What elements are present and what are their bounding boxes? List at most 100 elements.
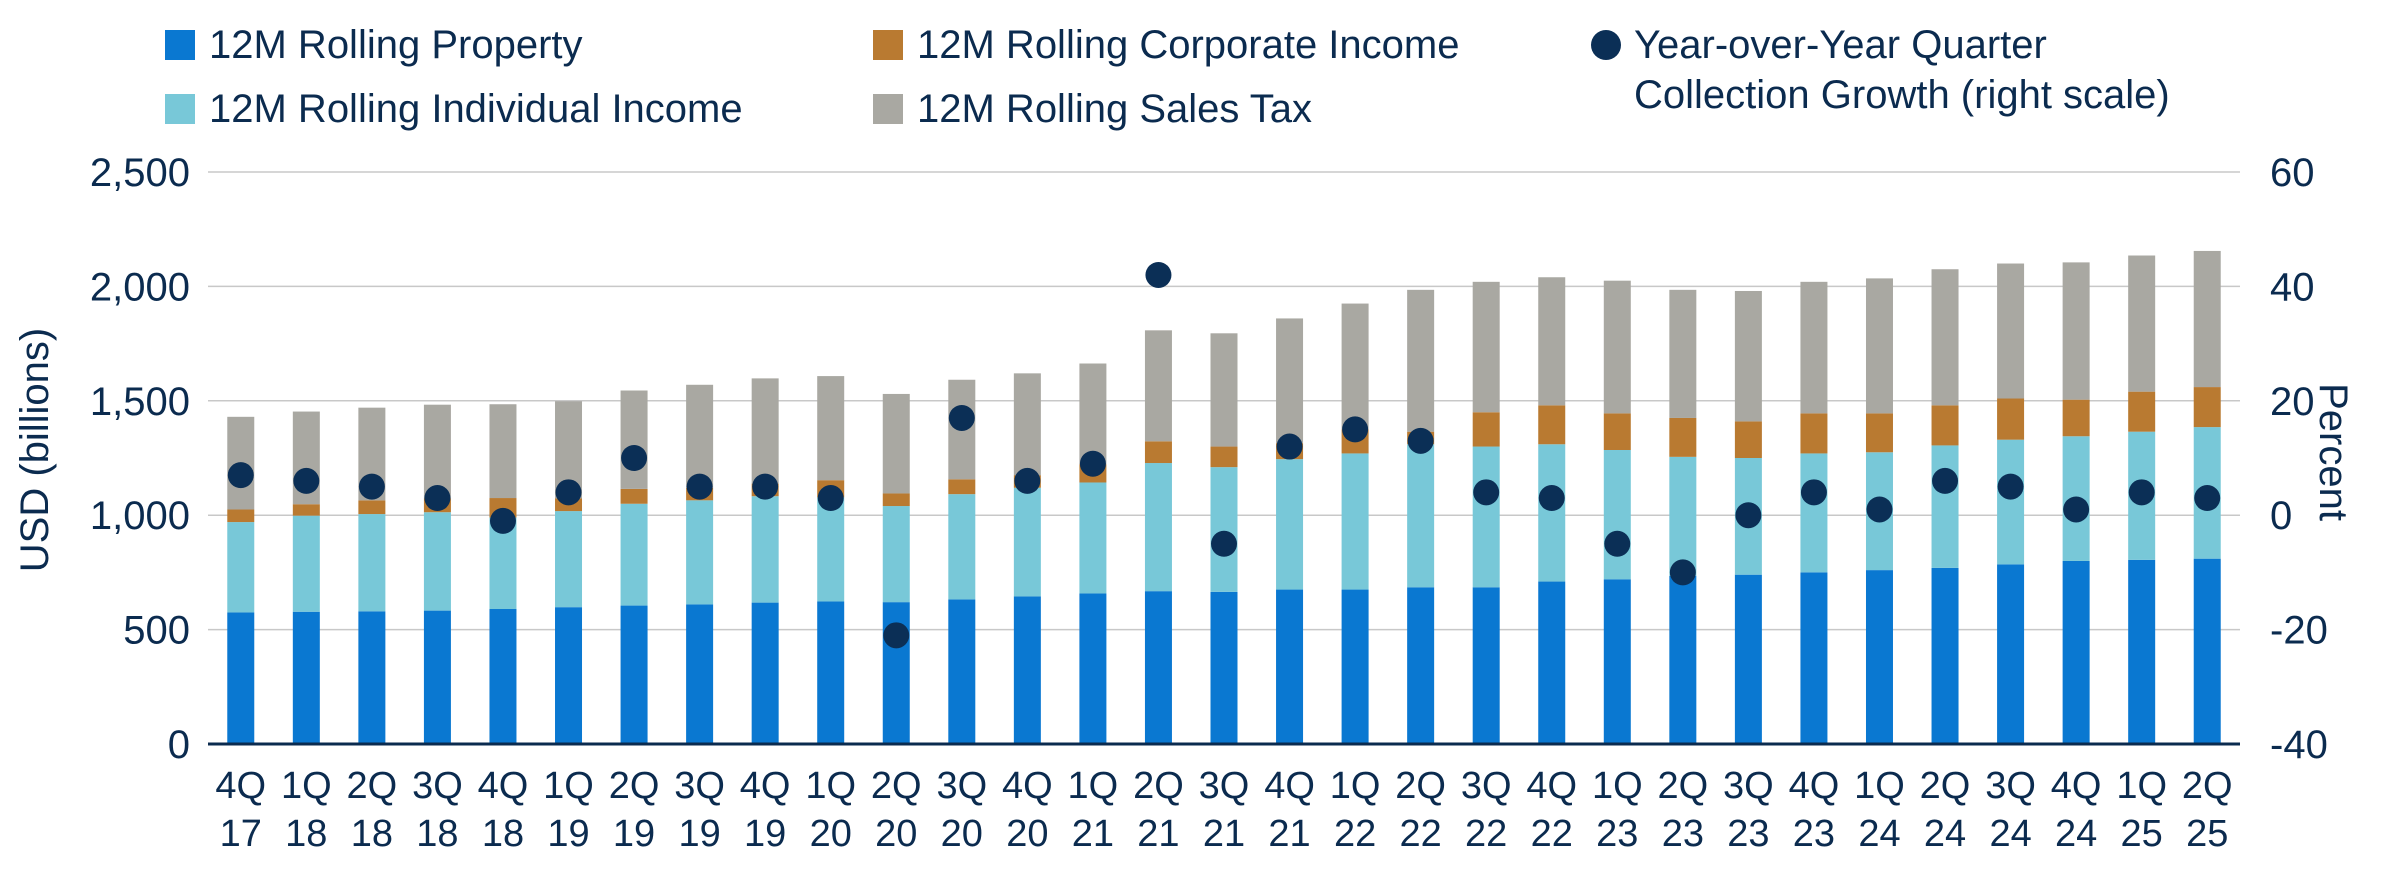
bar-segment-12m-rolling-sales-tax <box>1538 277 1566 406</box>
legend-swatch <box>873 30 903 60</box>
x-tick-quarter: 4Q <box>478 765 529 807</box>
growth-point <box>2194 485 2221 512</box>
legend-swatch <box>873 94 903 124</box>
x-tick-quarter: 4Q <box>2051 765 2102 807</box>
bar-segment-12m-rolling-individual-income <box>1341 453 1369 590</box>
growth-point <box>2128 479 2155 506</box>
y2-tick-label: 20 <box>2270 380 2315 424</box>
bar-segment-12m-rolling-individual-income <box>1472 446 1500 588</box>
bar-segment-12m-rolling-property <box>1407 587 1435 744</box>
bar-segment-12m-rolling-property <box>620 605 648 744</box>
bar-segment-12m-rolling-sales-tax <box>1669 289 1697 418</box>
bar-segment-12m-rolling-individual-income <box>1079 482 1107 594</box>
bar-segment-12m-rolling-property <box>686 604 714 744</box>
x-tick-year: 19 <box>613 813 655 855</box>
growth-point <box>621 445 648 471</box>
y2-axis-title: Percent <box>2311 383 2355 521</box>
bar-segment-12m-rolling-sales-tax <box>1276 318 1304 444</box>
x-tick-quarter: 3Q <box>674 765 725 807</box>
y-axis-title: USD (billions) <box>13 328 57 573</box>
bar-segment-12m-rolling-corporate-income <box>2062 399 2090 437</box>
bar-segment-12m-rolling-property <box>1013 596 1041 744</box>
x-tick-quarter: 2Q <box>1920 765 1971 807</box>
bar-segment-12m-rolling-sales-tax <box>1472 281 1500 413</box>
x-tick-year: 19 <box>744 813 786 855</box>
bar-segment-12m-rolling-property <box>423 610 451 744</box>
x-tick-year: 25 <box>2121 813 2163 855</box>
growth-point <box>293 467 320 494</box>
x-tick-quarter: 3Q <box>1461 765 1512 807</box>
bar-segment-12m-rolling-sales-tax <box>686 384 714 488</box>
y-tick-label: 1,000 <box>90 494 190 538</box>
x-tick-year: 19 <box>547 813 589 855</box>
bar-segment-12m-rolling-property <box>1538 581 1566 744</box>
bar-segment-12m-rolling-corporate-income <box>1865 413 1893 453</box>
bar-segment-12m-rolling-individual-income <box>882 506 910 603</box>
growth-point <box>1866 496 1893 523</box>
bar-segment-12m-rolling-sales-tax <box>2062 262 2090 400</box>
legend-swatch <box>165 30 195 60</box>
bar-segment-12m-rolling-property <box>292 611 320 744</box>
bar-segment-12m-rolling-sales-tax <box>620 390 648 489</box>
legend-marker <box>1591 30 1621 60</box>
x-tick-year: 24 <box>1924 813 1966 855</box>
x-tick-quarter: 2Q <box>1657 765 1708 807</box>
x-tick-quarter: 1Q <box>1592 765 1643 807</box>
bar-segment-12m-rolling-sales-tax <box>1407 289 1435 432</box>
x-tick-quarter: 4Q <box>1526 765 1577 807</box>
bar-segment-12m-rolling-corporate-income <box>1931 405 1959 446</box>
x-tick-quarter: 4Q <box>1789 765 1840 807</box>
bar-segment-12m-rolling-sales-tax <box>1800 281 1828 414</box>
bar-segment-12m-rolling-corporate-income <box>948 479 976 495</box>
bar-segment-12m-rolling-individual-income <box>817 497 845 602</box>
growth-point <box>752 473 779 500</box>
x-tick-year: 24 <box>1989 813 2031 855</box>
bar-segment-12m-rolling-property <box>817 601 845 744</box>
bar-segment-12m-rolling-sales-tax <box>1341 303 1369 430</box>
bar-segment-12m-rolling-corporate-income <box>1472 412 1500 447</box>
x-tick-quarter: 1Q <box>2116 765 2167 807</box>
x-tick-year: 24 <box>1858 813 1900 855</box>
legend-label: 12M Rolling Property <box>209 23 583 67</box>
legend-label: Collection Growth (right scale) <box>1634 73 2170 117</box>
growth-point <box>817 485 844 512</box>
x-tick-quarter: 2Q <box>609 765 660 807</box>
bar-segment-12m-rolling-property <box>555 607 583 744</box>
growth-point <box>948 404 975 431</box>
bar-segment-12m-rolling-corporate-income <box>2193 387 2221 428</box>
legend-label: Year-over-Year Quarter <box>1634 23 2047 67</box>
x-tick-quarter: 3Q <box>412 765 463 807</box>
bar-segment-12m-rolling-sales-tax <box>489 404 517 499</box>
bar-segment-12m-rolling-property <box>1210 591 1238 744</box>
growth-point <box>358 473 385 500</box>
x-tick-quarter: 2Q <box>2182 765 2233 807</box>
bar-segment-12m-rolling-corporate-income <box>358 500 386 515</box>
growth-point <box>1473 479 1500 506</box>
growth-point <box>1735 502 1762 529</box>
growth-point <box>1800 479 1827 506</box>
bar-segment-12m-rolling-sales-tax <box>1603 280 1631 414</box>
x-tick-year: 21 <box>1137 813 1179 855</box>
x-tick-year: 22 <box>1400 813 1442 855</box>
x-tick-quarter: 2Q <box>1395 765 1446 807</box>
x-tick-year: 17 <box>220 813 262 855</box>
bar-segment-12m-rolling-property <box>1734 574 1762 744</box>
bar-segment-12m-rolling-property <box>227 612 255 744</box>
bar-segment-12m-rolling-individual-income <box>686 500 714 605</box>
bar-segment-12m-rolling-sales-tax <box>2128 255 2156 392</box>
x-tick-year: 23 <box>1662 813 1704 855</box>
y2-tick-label: -40 <box>2270 723 2328 767</box>
bar-segment-12m-rolling-sales-tax <box>1079 363 1107 465</box>
y-tick-label: 2,000 <box>90 265 190 309</box>
bar-segment-12m-rolling-corporate-income <box>1603 413 1631 450</box>
growth-point <box>1211 530 1237 557</box>
bar-segment-12m-rolling-individual-income <box>751 496 779 603</box>
y2-tick-label: -20 <box>2270 609 2328 653</box>
bar-segment-12m-rolling-property <box>948 599 976 744</box>
legend-label: 12M Rolling Corporate Income <box>917 23 1459 67</box>
x-tick-quarter: 3Q <box>936 765 987 807</box>
bar-segment-12m-rolling-sales-tax <box>751 378 779 484</box>
x-tick-year: 20 <box>1006 813 1048 855</box>
x-tick-year: 22 <box>1531 813 1573 855</box>
